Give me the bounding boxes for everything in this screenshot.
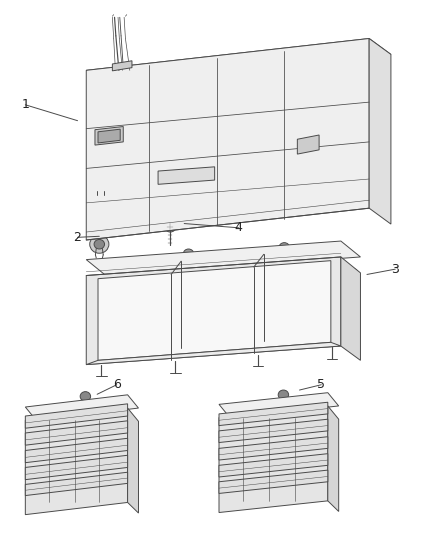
Ellipse shape [90, 235, 109, 253]
Polygon shape [86, 38, 369, 240]
Ellipse shape [348, 304, 358, 312]
Polygon shape [86, 342, 341, 365]
Polygon shape [219, 437, 328, 460]
Polygon shape [297, 135, 319, 154]
Polygon shape [158, 167, 215, 184]
Ellipse shape [354, 74, 363, 83]
Polygon shape [341, 257, 360, 360]
Polygon shape [25, 395, 138, 420]
Text: 6: 6 [113, 378, 120, 391]
Text: 3: 3 [391, 263, 399, 276]
Text: 1: 1 [21, 98, 29, 111]
Polygon shape [86, 257, 341, 365]
Polygon shape [25, 404, 127, 428]
Polygon shape [25, 455, 127, 480]
Polygon shape [219, 419, 328, 442]
Polygon shape [369, 38, 391, 224]
Polygon shape [98, 129, 120, 143]
Polygon shape [127, 408, 138, 513]
Ellipse shape [181, 147, 196, 161]
Text: 5: 5 [317, 378, 325, 391]
Ellipse shape [94, 239, 105, 249]
Ellipse shape [348, 286, 358, 295]
Ellipse shape [348, 269, 358, 277]
Polygon shape [219, 470, 328, 494]
Ellipse shape [100, 149, 119, 165]
Polygon shape [219, 393, 339, 418]
Polygon shape [113, 61, 132, 71]
Polygon shape [219, 454, 328, 477]
Ellipse shape [319, 156, 336, 170]
Polygon shape [25, 472, 127, 496]
Text: 2: 2 [74, 231, 81, 244]
Ellipse shape [278, 390, 289, 400]
Polygon shape [219, 406, 328, 513]
Polygon shape [86, 38, 391, 86]
Polygon shape [25, 438, 127, 463]
Ellipse shape [165, 221, 176, 232]
Ellipse shape [184, 249, 194, 259]
Ellipse shape [94, 184, 108, 197]
Polygon shape [25, 408, 127, 515]
Polygon shape [25, 421, 127, 445]
Polygon shape [95, 126, 123, 145]
Ellipse shape [279, 243, 290, 252]
Text: 4: 4 [235, 221, 243, 235]
Ellipse shape [80, 392, 91, 401]
Polygon shape [328, 406, 339, 512]
Polygon shape [86, 241, 360, 276]
Polygon shape [98, 261, 331, 360]
Polygon shape [219, 402, 328, 425]
